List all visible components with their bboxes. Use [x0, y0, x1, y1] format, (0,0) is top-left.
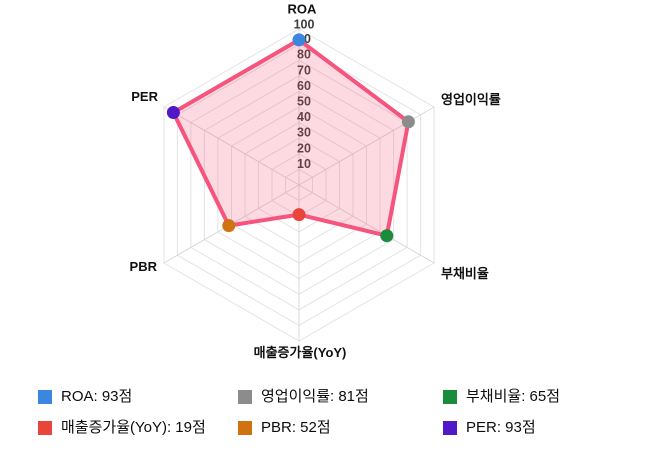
legend-label: 부채비율: 65점	[466, 388, 561, 405]
radius-tick-label: 40	[297, 110, 311, 124]
legend-swatch-icon	[238, 421, 252, 435]
data-point-dot	[292, 208, 306, 222]
radius-tick-label: 10	[297, 157, 311, 171]
data-point-dot	[166, 106, 180, 119]
data-point-dot	[380, 229, 394, 243]
data-point-dot	[222, 219, 236, 233]
legend-item: 매출증가율(YoY): 19점	[38, 420, 238, 436]
legend-item: PER: 93점	[443, 420, 628, 436]
radar-chart-area: 102030405060708090100ROA영업이익률부채비율매출증가율(Y…	[130, 2, 501, 361]
legend-label: 매출증가율(YoY): 19점	[61, 419, 206, 436]
axis-label: 영업이익률	[441, 92, 501, 107]
legend-item: 영업이익률: 81점	[238, 389, 443, 405]
legend-item: ROA: 93점	[38, 389, 238, 405]
axis-label: PBR	[130, 259, 158, 274]
legend-label: 영업이익률: 81점	[261, 388, 369, 405]
radius-tick-label: 60	[297, 79, 311, 93]
legend-swatch-icon	[443, 390, 457, 404]
axis-label: PER	[131, 89, 158, 104]
axis-label: 매출증가율(YoY)	[254, 345, 347, 360]
legend-label: ROA: 93점	[61, 388, 133, 405]
legend-swatch-icon	[238, 390, 252, 404]
legend-swatch-icon	[443, 421, 457, 435]
axis-label: 부채비율	[441, 266, 489, 281]
data-point-dot	[292, 33, 306, 47]
legend-item: PBR: 52점	[238, 420, 443, 436]
axis-spoke	[298, 184, 435, 264]
radius-tick-label: 80	[297, 48, 311, 62]
radius-tick-label: 70	[297, 63, 311, 77]
radius-tick-label: 50	[297, 95, 311, 109]
legend-item: 부채비율: 65점	[443, 389, 628, 405]
axis-spoke	[163, 106, 300, 186]
legend-swatch-icon	[38, 421, 52, 435]
legend-label: PER: 93점	[466, 419, 536, 436]
radius-tick-label: 20	[297, 141, 311, 155]
radius-tick-label: 30	[297, 126, 311, 140]
score-polygon	[171, 37, 411, 238]
legend-swatch-icon	[38, 390, 52, 404]
radius-tick-label: 100	[294, 18, 315, 32]
axis-label: ROA	[288, 2, 318, 17]
legend-label: PBR: 52점	[261, 419, 331, 436]
data-point-dot	[401, 115, 415, 129]
radar-chart: 102030405060708090100ROA영업이익률부채비율매출증가율(Y…	[130, 2, 501, 361]
